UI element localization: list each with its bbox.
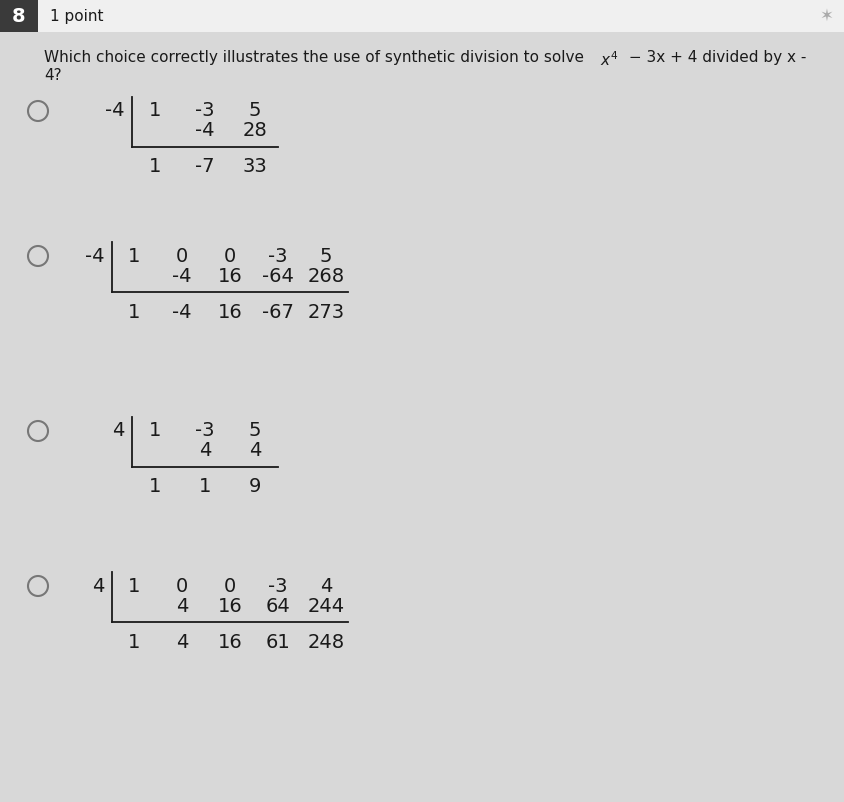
Text: -4: -4 (172, 266, 192, 286)
Text: 0: 0 (176, 246, 188, 265)
Text: 1: 1 (149, 157, 161, 176)
Text: -4: -4 (195, 121, 214, 140)
Text: $x^4$: $x^4$ (600, 50, 619, 69)
Text: -3: -3 (268, 246, 288, 265)
Text: − 3x + 4 divided by x -: − 3x + 4 divided by x - (624, 50, 806, 65)
Bar (0, 0, 38, 32)
Text: 16: 16 (218, 302, 242, 322)
Text: -67: -67 (262, 302, 294, 322)
Text: 0: 0 (224, 246, 236, 265)
Text: 4: 4 (199, 441, 211, 460)
Text: 5: 5 (249, 422, 262, 440)
Text: 4?: 4? (44, 68, 62, 83)
Text: 1: 1 (149, 102, 161, 120)
Text: -3: -3 (268, 577, 288, 596)
Text: 4: 4 (176, 633, 188, 651)
Text: -7: -7 (195, 157, 214, 176)
Text: 4: 4 (92, 577, 104, 596)
Text: Which choice correctly illustrates the use of synthetic division to solve: Which choice correctly illustrates the u… (44, 50, 589, 65)
Text: 1: 1 (127, 633, 140, 651)
Text: -3: -3 (195, 422, 214, 440)
Text: -4: -4 (172, 302, 192, 322)
Text: 5: 5 (320, 246, 333, 265)
Text: 1: 1 (127, 246, 140, 265)
Text: 16: 16 (218, 633, 242, 651)
Text: 4: 4 (111, 422, 124, 440)
Text: 0: 0 (176, 577, 188, 596)
Text: -64: -64 (262, 266, 294, 286)
Text: 1 point: 1 point (50, 9, 104, 23)
Text: 28: 28 (242, 121, 268, 140)
Text: 4: 4 (320, 577, 333, 596)
Text: ✶: ✶ (819, 7, 833, 25)
Text: -4: -4 (105, 102, 124, 120)
Text: 61: 61 (266, 633, 290, 651)
Text: 9: 9 (249, 477, 261, 496)
Text: 4: 4 (176, 597, 188, 615)
Text: 5: 5 (249, 102, 262, 120)
Text: 1: 1 (127, 302, 140, 322)
Text: 64: 64 (266, 597, 290, 615)
Text: 1: 1 (199, 477, 211, 496)
Text: 4: 4 (249, 441, 261, 460)
Text: 33: 33 (242, 157, 268, 176)
Text: 273: 273 (307, 302, 344, 322)
Text: 1: 1 (149, 422, 161, 440)
Bar (0, 0, 844, 32)
Text: 268: 268 (307, 266, 344, 286)
Text: 1: 1 (149, 477, 161, 496)
Text: 244: 244 (307, 597, 344, 615)
Text: 8: 8 (12, 6, 26, 26)
Text: -4: -4 (84, 246, 104, 265)
Text: 1: 1 (127, 577, 140, 596)
Text: 16: 16 (218, 266, 242, 286)
Text: 248: 248 (307, 633, 344, 651)
Text: -3: -3 (195, 102, 214, 120)
Text: 0: 0 (224, 577, 236, 596)
Text: 16: 16 (218, 597, 242, 615)
